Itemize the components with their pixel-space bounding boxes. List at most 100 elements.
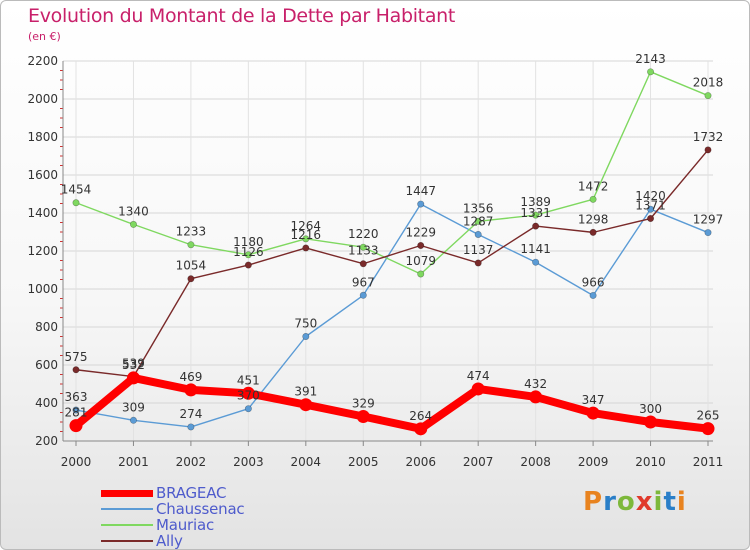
- data-point-brageac: [414, 422, 428, 436]
- data-label: 1079: [405, 254, 436, 268]
- logo-letter: o: [616, 487, 636, 517]
- data-label: 281: [65, 406, 88, 420]
- data-point-chaussenac: [72, 406, 80, 414]
- data-label: 1126: [233, 245, 264, 259]
- data-label: 1331: [520, 206, 551, 220]
- y-tick-label: 1400: [27, 206, 58, 220]
- data-label: 265: [697, 409, 720, 423]
- data-point-ally: [704, 146, 712, 154]
- data-point-brageac: [644, 415, 658, 429]
- data-point-brageac: [184, 383, 198, 397]
- data-label: 1137: [463, 243, 494, 257]
- logo-letter: r: [603, 487, 617, 517]
- data-label: 274: [179, 407, 202, 421]
- data-label: 1233: [176, 225, 207, 239]
- logo-letter: P: [583, 487, 604, 517]
- data-point-mauriac: [647, 68, 655, 76]
- data-label: 1420: [635, 189, 666, 203]
- data-point-brageac: [299, 398, 313, 412]
- data-point-chaussenac: [129, 416, 137, 424]
- legend-label: Chaussenac: [156, 500, 245, 518]
- data-label: 363: [65, 390, 88, 404]
- y-tick-label: 200: [35, 434, 58, 448]
- data-point-chaussenac: [589, 291, 597, 299]
- data-point-chaussenac: [187, 423, 195, 431]
- legend-swatch: [101, 540, 153, 542]
- data-point-mauriac: [187, 241, 195, 249]
- data-point-mauriac: [704, 92, 712, 100]
- x-tick-label: 2009: [578, 455, 609, 469]
- data-label: 2018: [693, 76, 724, 90]
- data-label: 1297: [693, 213, 724, 227]
- data-point-brageac: [529, 390, 543, 404]
- data-label: 967: [352, 275, 375, 289]
- data-label: 2143: [635, 52, 666, 66]
- data-point-chaussenac: [704, 229, 712, 237]
- data-label: 300: [639, 402, 662, 416]
- data-label: 469: [179, 370, 202, 384]
- data-point-mauriac: [129, 220, 137, 228]
- series-line-chaussenac: [75, 203, 709, 428]
- y-tick-label: 1800: [27, 130, 58, 144]
- data-label: 1287: [463, 214, 494, 228]
- data-label: 1340: [118, 204, 149, 218]
- data-point-brageac: [69, 419, 83, 433]
- data-point-chaussenac: [302, 332, 310, 340]
- data-point-chaussenac: [244, 405, 252, 413]
- x-tick-label: 2010: [635, 455, 666, 469]
- data-point-brageac: [586, 406, 600, 420]
- x-tick-label: 2001: [118, 455, 149, 469]
- data-label: 1229: [405, 225, 436, 239]
- x-tick-label: 2008: [520, 455, 551, 469]
- data-point-chaussenac: [474, 230, 482, 238]
- data-point-ally: [647, 215, 655, 223]
- data-point-ally: [474, 259, 482, 267]
- data-label: 1371: [635, 199, 666, 213]
- x-tick-label: 2002: [176, 455, 207, 469]
- logo-letter: t: [663, 487, 677, 517]
- data-point-ally: [589, 228, 597, 236]
- data-point-chaussenac: [647, 205, 655, 213]
- data-label: 1472: [578, 179, 609, 193]
- data-point-ally: [244, 261, 252, 269]
- data-point-mauriac: [417, 270, 425, 278]
- data-label: 1216: [291, 228, 322, 242]
- x-tick-label: 2003: [233, 455, 264, 469]
- data-point-mauriac: [474, 217, 482, 225]
- logo-letter: i: [653, 487, 664, 517]
- data-label: 329: [352, 396, 375, 410]
- data-label: 1356: [463, 201, 494, 215]
- legend-label: BRAGEAC: [156, 484, 227, 502]
- x-tick-label: 2000: [61, 455, 92, 469]
- data-label: 1447: [405, 184, 436, 198]
- data-label: 370: [237, 389, 260, 403]
- data-point-mauriac: [359, 243, 367, 251]
- data-label: 264: [409, 409, 432, 423]
- data-label: 966: [582, 275, 605, 289]
- data-label: 1732: [693, 130, 724, 144]
- y-tick-label: 1600: [27, 168, 58, 182]
- data-label: 532: [122, 358, 145, 372]
- legend-label: Ally: [156, 532, 183, 550]
- series-line-brageac: [72, 373, 712, 433]
- data-label: 347: [582, 393, 605, 407]
- data-label: 1454: [61, 183, 92, 197]
- data-label: 1298: [578, 212, 609, 226]
- data-label: 1054: [176, 259, 207, 273]
- chart-title: Evolution du Montant de la Dette par Hab…: [28, 5, 456, 27]
- data-label: 391: [294, 385, 317, 399]
- data-label: 432: [524, 377, 547, 391]
- data-point-ally: [187, 275, 195, 283]
- y-tick-label: 1000: [27, 282, 58, 296]
- data-label: 575: [65, 350, 88, 364]
- data-label: 474: [467, 369, 490, 383]
- logo-letter: i: [676, 487, 687, 517]
- data-label: 1264: [291, 219, 322, 233]
- logo-letter: x: [635, 487, 654, 517]
- data-label: 750: [294, 317, 317, 331]
- x-tick-label: 2007: [463, 455, 494, 469]
- data-point-chaussenac: [359, 291, 367, 299]
- proxiti-logo: Proxiti: [583, 487, 687, 517]
